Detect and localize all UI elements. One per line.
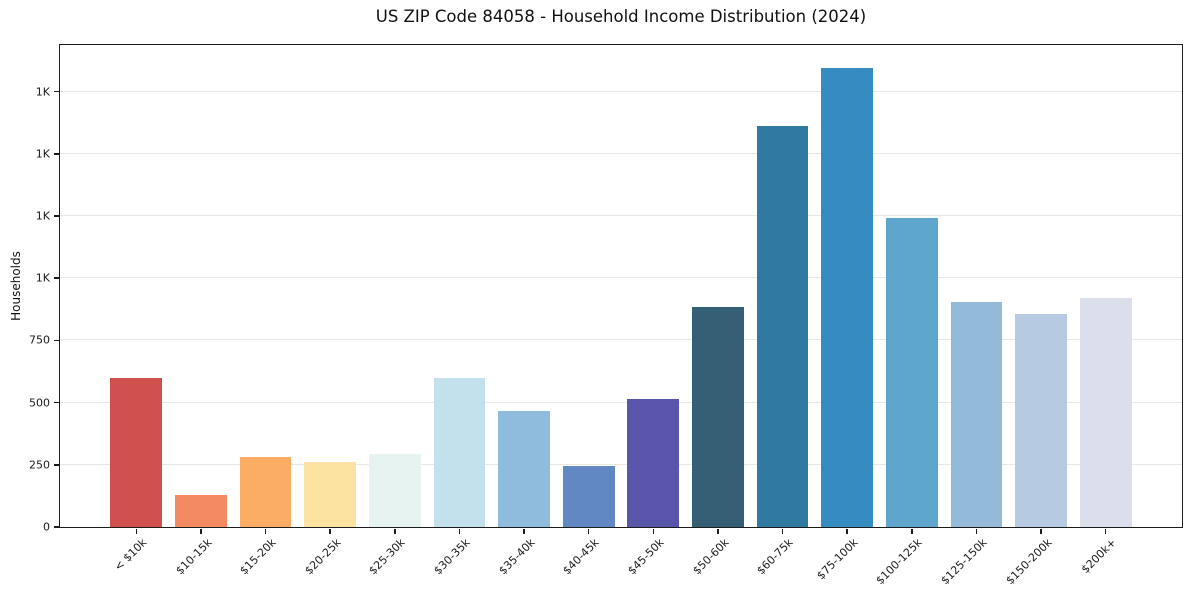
bar-$60-75k	[756, 126, 809, 527]
category-slot-15: $200k+	[1073, 45, 1138, 576]
gridline-750	[60, 339, 1182, 341]
bars-layer: < $10k $10-15k $15-20k $20-25k $25-30k $30-35…	[60, 45, 1182, 587]
y-tick-label-2: 500	[29, 396, 50, 410]
category-slot-6: $35-40k	[492, 45, 557, 577]
category-slot-0: < $10k	[104, 45, 169, 574]
y-tick-mark-1	[54, 464, 60, 466]
x-tick-label-2: $15-20k	[237, 536, 279, 578]
category-slot-3: $20-25k	[298, 45, 363, 577]
x-tick-mark-14	[1040, 528, 1042, 534]
gridline-1500	[60, 152, 1182, 154]
category-slot-8: $45-50k	[621, 45, 686, 577]
gridline-1750	[60, 90, 1182, 92]
x-tick-mark-11	[846, 528, 848, 534]
x-tick-label-7: $40-45k	[560, 536, 602, 578]
x-tick-label-15: $200k+	[1078, 536, 1119, 577]
x-tick-mark-4	[394, 528, 396, 534]
x-tick-label-1: $10-15k	[172, 536, 215, 578]
bar-$25-30k	[368, 453, 421, 527]
x-tick-mark-13	[975, 528, 978, 534]
x-tick-label-4: $25-30k	[366, 536, 409, 578]
bar-$125-150k	[950, 301, 1003, 527]
bar-$10-15k	[175, 494, 227, 527]
x-tick-label-14: $150-200k	[1003, 536, 1055, 588]
x-tick-label-8: $45-50k	[625, 536, 667, 578]
x-tick-label-9: $50-60k	[689, 536, 732, 578]
bar-$150-200k	[1015, 314, 1067, 527]
category-slot-5: $30-35k	[427, 45, 492, 577]
category-slot-7: $40-45k	[556, 45, 621, 577]
x-tick-mark-9	[717, 528, 719, 534]
category-slot-14: $150-200k	[1003, 45, 1074, 587]
x-tick-mark-15	[1104, 528, 1107, 534]
gridline-1000	[60, 277, 1182, 279]
category-slot-11: $75-100k	[814, 45, 880, 582]
y-tick-label-4: 1K	[35, 271, 50, 285]
x-tick-mark-1	[200, 528, 202, 534]
gridline-250	[60, 463, 1182, 465]
y-tick-label-3: 750	[29, 333, 50, 347]
category-slot-13: $125-150k	[938, 45, 1009, 587]
category-slot-4: $25-30k	[363, 45, 428, 577]
bar-$15-20k	[239, 457, 292, 527]
category-slot-9: $50-60k	[686, 45, 751, 577]
plot-area: 0 250 500 750 1K 1K 1K 1K < $10k $10-15k $15-20k $…	[29, 44, 1183, 587]
bar-$100-125k	[885, 218, 938, 527]
x-tick-mark-8	[652, 528, 655, 534]
category-slot-1: $10-15k	[169, 45, 234, 577]
y-tick-mark-6	[54, 152, 60, 155]
y-tick-label-7: 1K	[35, 85, 50, 99]
y-tick-mark-4	[54, 277, 60, 279]
bar-$35-40k	[498, 411, 550, 527]
x-tick-mark-7	[587, 528, 590, 534]
gridline-500	[60, 401, 1182, 403]
category-slot-10: $60-75k	[750, 45, 815, 577]
y-tick-mark-7	[54, 90, 60, 93]
y-tick-label-6: 1K	[35, 147, 50, 161]
x-tick-label-11: $75-100k	[814, 536, 861, 583]
x-tick-label-5: $30-35k	[431, 536, 473, 578]
x-tick-label-0: < $10k	[111, 536, 150, 574]
x-tick-mark-12	[911, 528, 913, 534]
y-tick-label-5: 1K	[35, 209, 50, 223]
x-tick-label-3: $20-25k	[302, 536, 344, 578]
y-tick-mark-3	[54, 339, 60, 342]
bar-$50-60k	[692, 306, 744, 527]
y-tick-label-1: 250	[29, 458, 50, 472]
bar-$200k+	[1079, 298, 1132, 527]
x-tick-label-10: $60-75k	[754, 536, 796, 578]
y-tick-label-0: 0	[43, 520, 50, 534]
x-tick-label-13: $125-150k	[938, 536, 990, 588]
category-slot-12: $100-125k	[874, 45, 945, 587]
x-tick-mark-0	[135, 528, 138, 534]
x-tick-mark-2	[264, 528, 267, 534]
bar-$45-50k	[627, 398, 680, 527]
x-tick-label-6: $35-40k	[495, 536, 538, 578]
bar-$40-45k	[562, 466, 615, 527]
y-tick-mark-2	[54, 401, 60, 404]
category-slot-2: $15-20k	[233, 45, 298, 577]
bar-$75-100k	[821, 67, 874, 527]
bar-< $10k	[110, 377, 163, 527]
gridline-1250	[60, 214, 1182, 216]
x-tick-label-12: $100-125k	[873, 536, 926, 588]
x-tick-mark-10	[781, 528, 784, 534]
y-axis-label: Households	[9, 251, 23, 321]
chart-title: US ZIP Code 84058 - Household Income Dis…	[375, 7, 867, 26]
x-tick-mark-6	[523, 528, 525, 534]
bar-$30-35k	[433, 377, 486, 527]
y-tick-mark-5	[54, 215, 60, 217]
y-tick-mark-0	[54, 526, 60, 528]
x-tick-mark-5	[458, 528, 461, 534]
bar-$20-25k	[304, 462, 357, 527]
x-tick-mark-3	[329, 528, 331, 534]
